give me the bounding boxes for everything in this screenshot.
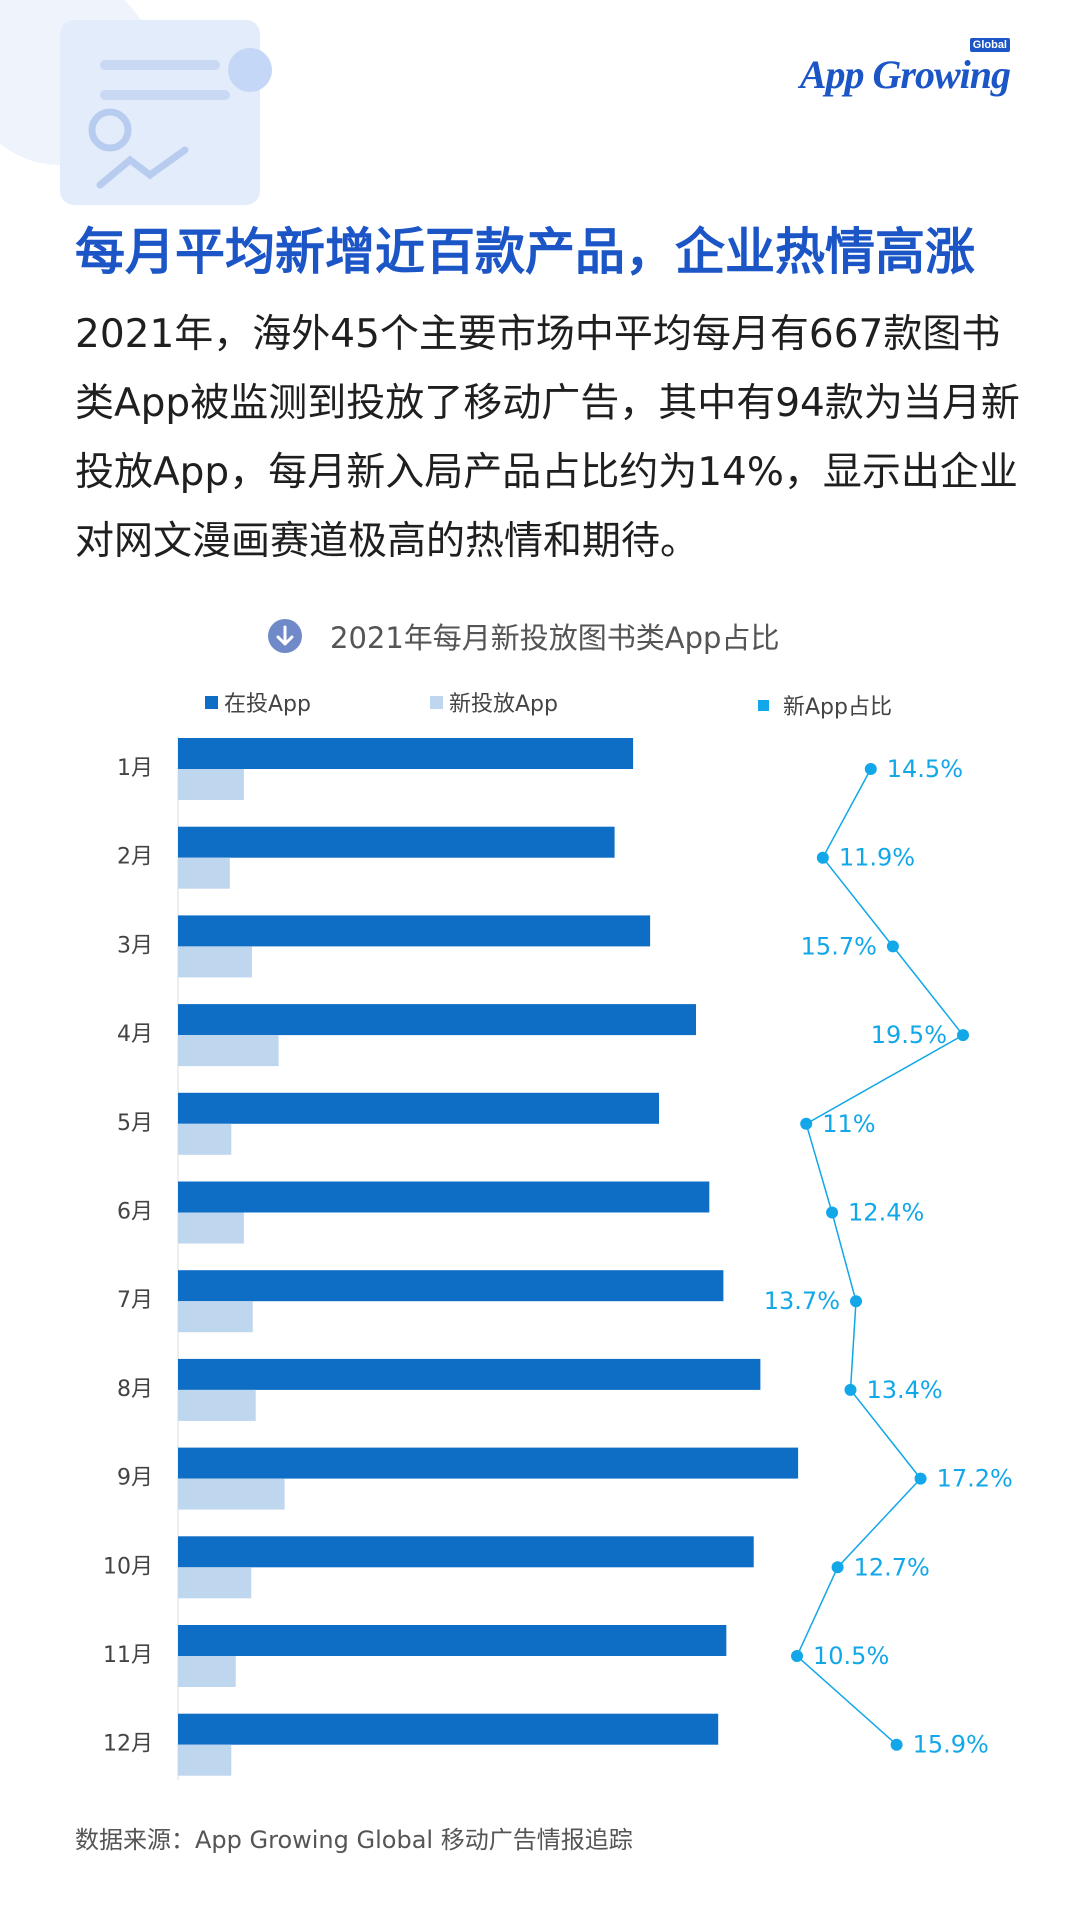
ratio-data-label: 15.7% — [801, 932, 877, 960]
ratio-line — [796, 768, 965, 1746]
bar-active-app — [178, 1447, 799, 1479]
ratio-data-label: 11.9% — [839, 844, 915, 872]
bar-new-app — [178, 1478, 285, 1510]
category-label: 3月 — [117, 933, 153, 958]
legend-item-ratio: 新App占比 — [758, 689, 892, 721]
legend-item-new: 新投放App — [430, 686, 558, 718]
bar-active-app — [178, 1536, 754, 1568]
category-label: 4月 — [117, 1022, 153, 1047]
ratio-point — [800, 1117, 813, 1130]
legend-swatch-active — [205, 695, 218, 709]
ratio-data-label: 12.4% — [848, 1199, 924, 1227]
ratio-data-label: 11% — [822, 1110, 875, 1138]
legend-item-active: 在投App — [205, 686, 311, 718]
legend-label-ratio: 新App占比 — [783, 695, 892, 720]
ratio-point — [826, 1206, 839, 1219]
category-label: 2月 — [117, 845, 153, 870]
bar-active-app — [178, 1713, 719, 1745]
ratio-data-label: 15.9% — [913, 1731, 989, 1759]
bar-new-app — [178, 946, 252, 978]
ratio-data-label: 14.5% — [887, 755, 963, 783]
bar-new-app — [178, 1035, 279, 1067]
ratio-point — [886, 940, 899, 953]
chart-legend: 在投App 新投放App 新App占比 — [0, 686, 1080, 720]
category-label: 6月 — [117, 1200, 153, 1225]
ratio-data-label: 13.7% — [764, 1287, 840, 1315]
ratio-point — [791, 1650, 803, 1662]
ratio-point — [816, 851, 829, 864]
bar-active-app — [178, 1270, 724, 1302]
bar-active-app — [178, 1358, 761, 1390]
ratio-data-label: 12.7% — [854, 1553, 930, 1581]
ratio-point — [957, 1029, 969, 1042]
ratio-point — [850, 1295, 863, 1308]
chart-title-row: 2021年每月新投放图书类App占比 — [268, 612, 779, 660]
category-label: 5月 — [117, 1111, 153, 1136]
bar-new-app — [178, 1567, 252, 1599]
bar-active-app — [178, 1625, 727, 1656]
bar-new-app — [178, 1744, 232, 1776]
down-arrow-circle-icon — [268, 619, 302, 653]
summary-paragraph: 2021年，海外45个主要市场中平均每月有667款图书类App被监测到投放了移动… — [75, 312, 1020, 564]
bar-active-app — [178, 915, 651, 947]
bar-new-app — [178, 1656, 236, 1687]
ratio-data-label: 10.5% — [813, 1642, 889, 1670]
bar-new-app — [178, 857, 230, 889]
ratio-point — [890, 1738, 903, 1751]
category-label: 1月 — [117, 756, 153, 781]
ratio-data-label: 17.2% — [937, 1465, 1013, 1493]
document-illustration — [0, 0, 272, 205]
bar-new-app — [178, 1389, 256, 1421]
ratio-point — [864, 763, 877, 775]
bar-new-app — [178, 1123, 232, 1155]
legend-label-new: 新投放App — [449, 692, 558, 717]
ratio-point — [914, 1472, 927, 1485]
app-growing-logo: App Growing Global — [799, 38, 1011, 98]
bar-new-app — [178, 1212, 244, 1244]
legend-swatch-new — [430, 695, 443, 709]
logo-badge: Global — [969, 38, 1010, 52]
category-label: 9月 — [117, 1466, 153, 1491]
ratio-data-label: 13.4% — [866, 1376, 942, 1404]
category-label: 12月 — [103, 1732, 153, 1757]
ratio-point — [844, 1383, 857, 1396]
ratio-point — [831, 1561, 844, 1574]
page-headline: 每月平均新增近百款产品，企业热情高涨 — [75, 223, 975, 281]
category-label: 7月 — [117, 1288, 153, 1313]
bar-active-app — [178, 1004, 696, 1036]
bar-active-app — [178, 826, 615, 858]
bar-active-app — [178, 1092, 659, 1124]
bar-active-app — [178, 1181, 710, 1213]
bar-new-app — [178, 769, 244, 800]
legend-label-active: 在投App — [224, 692, 311, 717]
chart-title: 2021年每月新投放图书类App占比 — [330, 621, 780, 655]
bar-new-app — [178, 1301, 253, 1333]
ratio-data-label: 19.5% — [871, 1021, 947, 1049]
bar-active-app — [178, 738, 634, 769]
category-label: 10月 — [103, 1554, 153, 1579]
category-label: 11月 — [103, 1643, 153, 1668]
logo-wordmark: App Growing — [799, 52, 1011, 97]
data-source-note: 数据来源：App Growing Global 移动广告情报追踪 — [75, 1826, 633, 1854]
category-label: 8月 — [117, 1377, 153, 1402]
legend-swatch-ratio — [758, 699, 769, 711]
